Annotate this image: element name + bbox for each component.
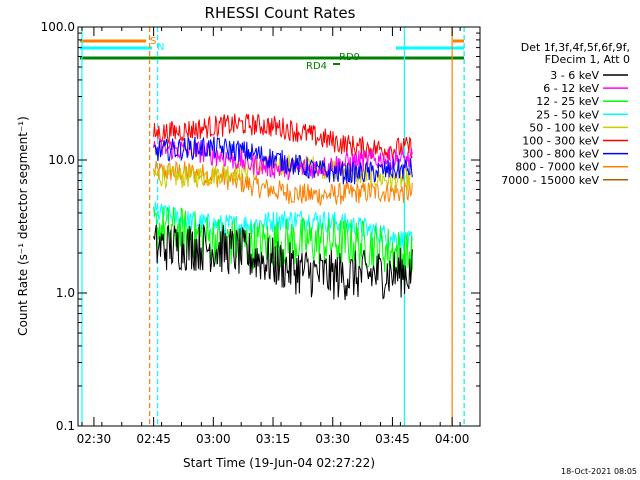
- x-tick-label: 03:15: [256, 432, 291, 446]
- annotation-n: N: [157, 42, 164, 53]
- legend-label-5: 100 - 300 keV: [522, 135, 599, 148]
- legend-label-0: 3 - 6 keV: [550, 69, 599, 82]
- x-tick-label: 03:30: [315, 432, 350, 446]
- series-trace-6: [153, 136, 413, 185]
- series-trace-4: [153, 154, 413, 192]
- x-axis-label: Start Time (19-Jun-04 02:27:22): [183, 456, 375, 470]
- x-tick-label: 03:00: [196, 432, 231, 446]
- legend-header-line-2: FDecim 1, Att 0: [545, 53, 630, 66]
- y-axis-label: Count Rate (s⁻¹ detector segment⁻¹): [16, 116, 30, 336]
- x-tick-label: 02:30: [77, 432, 112, 446]
- y-tick-label: 0.1: [56, 419, 75, 433]
- legend-label-3: 25 - 50 keV: [536, 108, 599, 121]
- plot-frame: [77, 26, 481, 427]
- legend-label-4: 50 - 100 keV: [529, 121, 599, 134]
- x-tick-label: 04:00: [435, 432, 470, 446]
- interval-marker-lines: [81, 27, 465, 426]
- legend-label-2: 12 - 25 keV: [536, 95, 599, 108]
- legend-label-8: 7000 - 15000 keV: [501, 174, 599, 187]
- footer-timestamp: 18-Oct-2021 08:05: [561, 467, 637, 476]
- annotation-rd9: RD9: [339, 52, 360, 63]
- annotation-s: S: [150, 36, 156, 47]
- y-axis-ticks: 0.1 1.0 10.0 100.0: [41, 20, 480, 433]
- legend-header-line-1: Det 1f,3f,4f,5f,6f,9f,: [521, 41, 630, 54]
- series-traces: [153, 113, 413, 301]
- y-tick-label: 1.0: [56, 286, 75, 300]
- series-trace-3: [153, 201, 413, 253]
- y-tick-label: 100.0: [41, 20, 75, 34]
- x-axis-ticks: 02:30 02:45 03:00 03:15 03:30 03:45 04:00: [77, 27, 470, 446]
- chart-title: RHESSI Count Rates: [205, 4, 356, 22]
- series-trace-5: [153, 113, 413, 160]
- attenuator-and-decimation-bars: [80, 39, 464, 65]
- x-tick-label: 03:45: [375, 432, 410, 446]
- legend-label-6: 300 - 800 keV: [522, 148, 599, 161]
- series-trace-7: [153, 160, 413, 206]
- x-tick-label: 02:45: [136, 432, 171, 446]
- legend-label-7: 800 - 7000 keV: [515, 161, 599, 174]
- annotation-rd4: RD4: [306, 61, 327, 72]
- y-tick-label: 10.0: [48, 153, 75, 167]
- series-trace-2: [153, 206, 413, 281]
- series-trace-0: [153, 223, 413, 301]
- legend-label-1: 6 - 12 keV: [543, 82, 599, 95]
